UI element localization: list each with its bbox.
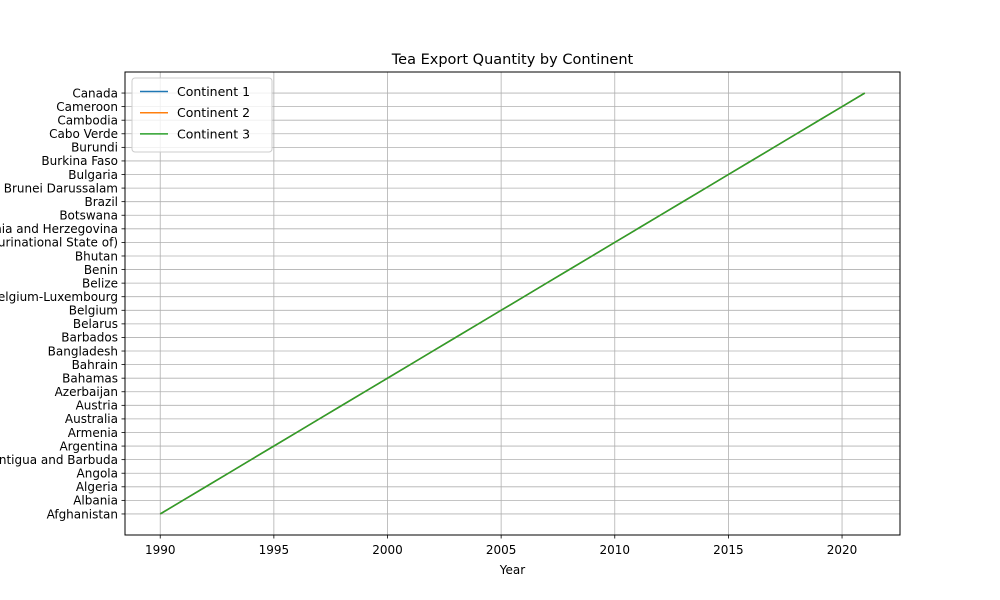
x-tick-label: 2020 — [827, 543, 858, 557]
y-tick-label: Angola — [77, 467, 118, 481]
plot-frame — [124, 71, 901, 536]
y-tick-label: Antigua and Barbuda — [0, 453, 118, 467]
x-tick-label: 2015 — [713, 543, 744, 557]
y-tick-label: Burundi — [71, 141, 118, 155]
y-tick-label: Belize — [82, 276, 118, 290]
y-tick-label: Cameroon — [56, 100, 118, 114]
chart-title: Tea Export Quantity by Continent — [391, 52, 634, 68]
x-axis-ticks: 1990 1995 2000 2005 2010 2015 2020 — [145, 535, 857, 557]
x-tick-label: 1995 — [259, 543, 290, 557]
y-tick-label: Belgium-Luxembourg — [0, 290, 118, 304]
x-tick-label: 1990 — [145, 543, 176, 557]
y-tick-label: Bahrain — [72, 358, 118, 372]
y-tick-label: Brazil — [85, 195, 119, 209]
y-tick-label: Argentina — [59, 439, 118, 453]
series-line — [159, 92, 866, 515]
y-tick-label: Benin — [84, 263, 118, 277]
y-tick-label: Bosnia and Herzegovina — [0, 222, 118, 236]
x-tick-label: 2000 — [372, 543, 403, 557]
legend-label: Continent 2 — [177, 105, 250, 120]
y-tick-label: Bangladesh — [48, 344, 118, 358]
y-tick-label: Albania — [73, 494, 118, 508]
y-tick-label: Burkina Faso — [41, 154, 118, 168]
y-tick-label: Bolivia (Plurinational State of) — [0, 236, 118, 250]
y-tick-label: Cambodia — [57, 114, 118, 128]
y-tick-label: Botswana — [59, 209, 118, 223]
y-tick-label: Bulgaria — [68, 168, 118, 182]
legend: Continent 1 Continent 2 Continent 3 — [131, 77, 273, 153]
y-tick-label: Bahamas — [62, 371, 118, 385]
y-tick-label: Australia — [65, 412, 118, 426]
y-tick-label: Canada — [72, 86, 118, 100]
y-tick-label: Brunei Darussalam — [4, 181, 118, 195]
y-tick-label: Armenia — [68, 426, 118, 440]
y-tick-label: Cabo Verde — [49, 127, 118, 141]
series-lines — [159, 92, 866, 515]
x-tick-label: 2005 — [486, 543, 517, 557]
grid — [125, 72, 900, 535]
y-tick-label: Barbados — [61, 331, 118, 345]
y-tick-label: Azerbaijan — [55, 385, 118, 399]
legend-label: Continent 1 — [177, 84, 250, 99]
legend-label: Continent 3 — [177, 126, 250, 141]
x-axis-label: Year — [499, 563, 525, 577]
y-tick-label: Bhutan — [75, 249, 118, 263]
y-tick-label: Belarus — [73, 317, 118, 331]
y-tick-label: Afghanistan — [47, 507, 118, 521]
y-tick-label: Austria — [76, 399, 118, 413]
x-tick-label: 2010 — [599, 543, 630, 557]
y-tick-label: Algeria — [76, 480, 118, 494]
y-tick-label: Belgium — [69, 304, 118, 318]
